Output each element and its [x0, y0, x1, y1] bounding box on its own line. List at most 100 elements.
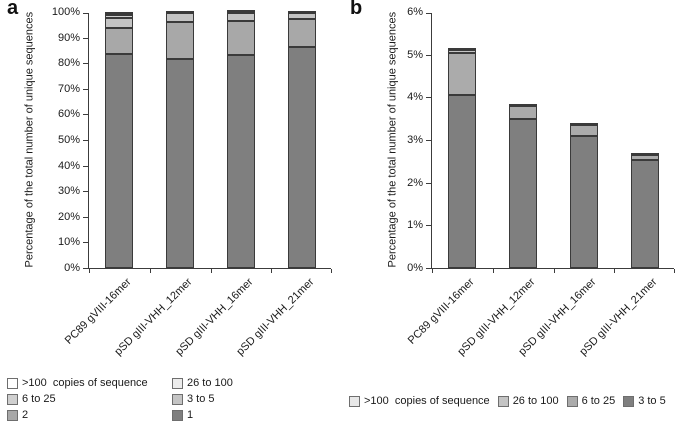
y-tick-mark [83, 13, 88, 14]
y-tick-label: 60% [57, 108, 80, 121]
legend-label: 3 to 5 [638, 395, 666, 407]
legend-item: >100 copies of sequence [7, 377, 172, 389]
bar-segment-2 [287, 19, 316, 48]
y-tick-label: 30% [57, 185, 80, 198]
x-axis-labels: PC89 gVIII-16mer pSD gIII-VHH_12mer pSD gI… [63, 269, 330, 379]
y-tick-mark [426, 225, 431, 227]
bar-segment-100-copies-of-sequence [509, 104, 538, 106]
y-tick-mark [83, 37, 88, 39]
x-tick-mark [271, 269, 273, 273]
y-tick-mark [426, 140, 431, 141]
y-tick-mark [426, 97, 431, 99]
bar-segment-3-to-5 [166, 13, 195, 23]
legend-label: 26 to 100 [187, 377, 233, 389]
bar [287, 10, 316, 268]
y-tick-label: 0% [407, 262, 423, 274]
y-tick-label: 40% [57, 159, 80, 172]
legend-label: 3 to 5 [187, 393, 215, 405]
bar-segment-100-copies-of-sequence [166, 10, 195, 12]
legend-item: 3 to 5 [172, 393, 233, 405]
y-tick-mark [83, 268, 88, 269]
bar-segment-26-to-100 [226, 11, 255, 12]
legend-label: >100 copies of sequence [22, 377, 148, 389]
bar [509, 104, 538, 268]
legend-label: 6 to 25 [22, 393, 56, 405]
bar-segment-26-to-100 [287, 11, 316, 13]
x-tick-mark [432, 269, 433, 273]
bar-segment-6-to-25 [448, 52, 477, 96]
bar-segment-100-copies-of-sequence [287, 10, 316, 12]
y-tick-mark [426, 13, 431, 14]
bar-segment-3-to-5 [630, 160, 659, 268]
legend-swatch [172, 393, 183, 405]
y-tick-mark [83, 165, 88, 167]
bar-segment-100-copies-of-sequence [630, 152, 659, 154]
legend-item: 26 to 100 [497, 395, 559, 407]
legend-label: >100 copies of sequence [364, 395, 490, 407]
bar-segment-26-to-100 [509, 105, 538, 106]
legend-item: 6 to 25 [566, 395, 616, 407]
bar-segment-100-copies-of-sequence [226, 10, 255, 12]
legend-swatch [623, 395, 635, 407]
x-axis-labels: PC89 gVIII-16mer pSD gIII-VHH_12mer pSD gI… [406, 269, 673, 379]
x-tick-mark [210, 269, 212, 273]
bar-segment-26-to-100 [569, 123, 598, 125]
panel-a: a Percentage of the total number of uniq… [0, 0, 342, 436]
bar-segment-3-to-5 [448, 95, 477, 268]
bar-segment-1 [105, 53, 134, 268]
bar [166, 10, 195, 268]
bar-segment-100-copies-of-sequence [448, 48, 477, 50]
x-category-label: PC89 gVIII-16mer [406, 276, 477, 347]
bar-segment-6-to-25 [166, 12, 195, 14]
bar-segment-26-to-100 [630, 153, 659, 155]
bar-segment-2 [226, 20, 255, 56]
legend-swatch [349, 395, 360, 407]
panel-a-label: a [7, 0, 19, 19]
legend-item: >100 copies of sequence [349, 395, 490, 407]
y-axis-tick-labels: 0% 10% 20% 30% 40% 50% 60% 70% 80% 90% 100% [0, 6, 80, 274]
bar [630, 152, 659, 268]
y-tick-mark [83, 88, 88, 90]
y-tick-label: 90% [57, 31, 80, 44]
bar-segment-3-to-5 [569, 135, 598, 268]
y-tick-mark [426, 54, 431, 56]
bar [105, 12, 134, 268]
bar-segment-3-to-5 [509, 118, 538, 268]
y-tick-label: 80% [57, 57, 80, 70]
bar-segment-1 [226, 55, 255, 268]
legend: >100 copies of sequence 26 to 100 6 to 25 3… [7, 377, 233, 421]
y-tick-label: 1% [407, 219, 423, 232]
bar-segment-26-to-100 [448, 50, 477, 53]
legend-item: 6 to 25 [7, 393, 172, 405]
legend-label: 1 [187, 409, 194, 421]
plot-area [426, 13, 675, 273]
legend-label: 6 to 25 [581, 395, 616, 407]
y-tick-mark [83, 140, 88, 141]
plot-area [83, 10, 332, 273]
legend-swatch [172, 377, 183, 389]
y-tick-mark [83, 114, 88, 116]
x-category-label: PC89 gVIII-16mer [63, 276, 134, 347]
bar-segment-6-to-25 [105, 15, 134, 19]
bar-segment-26-to-100 [166, 11, 195, 13]
x-tick-mark [149, 269, 151, 273]
y-tick-mark [83, 63, 88, 65]
legend-item: 2 [7, 409, 172, 421]
bar-segment-3-to-5 [226, 12, 255, 21]
bar-segment-6-to-25 [287, 12, 316, 14]
y-tick-label: 5% [407, 48, 423, 61]
y-tick-label: 10% [57, 236, 80, 249]
legend-swatch [497, 395, 509, 407]
bar-segment-100-copies-of-sequence [569, 122, 598, 124]
legend-item: 26 to 100 [172, 377, 233, 389]
legend-swatch [172, 409, 183, 421]
x-tick-mark [614, 269, 616, 273]
bar-segment-1 [287, 47, 316, 268]
y-tick-label: 70% [57, 82, 80, 95]
y-tick-mark [83, 242, 88, 244]
y-tick-label: 0% [64, 262, 80, 274]
bar-segment-2 [166, 22, 195, 60]
y-tick-mark [426, 268, 431, 269]
panel-b: b Percentage of the total number of uniq… [343, 0, 685, 436]
